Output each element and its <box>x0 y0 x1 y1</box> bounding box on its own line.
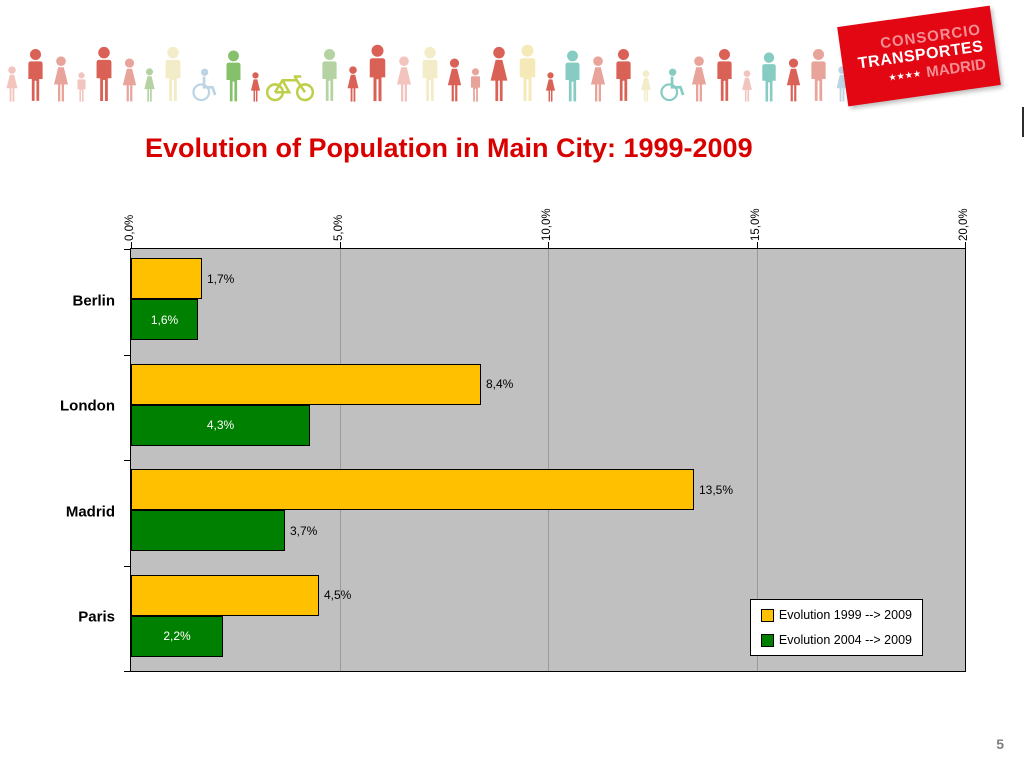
plot-area: Evolution 1999 --> 2009 Evolution 2004 -… <box>124 242 966 672</box>
bar-london-1999-2009 <box>131 363 481 405</box>
consorcio-transportes-madrid-logo: CONSORCIO TRANSPORTES ★★★★ MADRID <box>837 5 1001 107</box>
person-female-icon <box>639 70 653 102</box>
person-female-icon <box>249 72 262 102</box>
person-male-icon <box>713 48 736 102</box>
y-axis-tick <box>124 460 130 461</box>
person-female-icon <box>784 58 803 102</box>
person-female-icon <box>394 56 414 102</box>
bar-value-label: 4,5% <box>324 588 352 602</box>
bicycle-icon <box>266 72 314 102</box>
x-axis-tick-label: 15,0% <box>750 208 762 241</box>
category-label-madrid: Madrid <box>65 503 115 521</box>
person-female-icon <box>4 66 20 102</box>
legend-swatch-2004 <box>760 633 774 647</box>
x-axis-tick <box>131 242 132 248</box>
bar-value-label: 4,3% <box>206 418 235 432</box>
y-axis-tick <box>124 249 130 250</box>
bar-value-label: 1,6% <box>150 312 179 327</box>
legend-item-2004: Evolution 2004 --> 2009 <box>760 633 912 647</box>
person-male-icon <box>318 48 341 102</box>
person-female-icon <box>740 70 754 102</box>
x-axis-tick-label: 0,0% <box>124 214 136 241</box>
x-axis-tick <box>965 242 966 248</box>
person-male-icon <box>365 44 390 102</box>
person-male-icon <box>222 50 245 102</box>
wheelchair-icon <box>657 68 686 102</box>
y-axis-tick <box>124 566 130 567</box>
bar-london-2004-2009 <box>131 404 310 446</box>
bar-madrid-2004-2009 <box>131 510 285 551</box>
category-label-berlin: Berlin <box>72 292 115 310</box>
gridline <box>340 249 341 671</box>
bar-paris-2004-2009 <box>131 615 223 657</box>
person-female-icon <box>51 56 71 102</box>
bar-value-label: 2,2% <box>163 629 191 643</box>
y-axis-tick <box>124 355 130 356</box>
chart-legend: Evolution 1999 --> 2009 Evolution 2004 -… <box>749 599 923 656</box>
wheelchair-icon <box>189 68 218 102</box>
category-label-paris: Paris <box>78 608 115 626</box>
person-male-icon <box>612 48 635 102</box>
person-female-icon <box>689 56 709 102</box>
page-number: 5 <box>996 736 1004 752</box>
person-male-icon <box>92 46 116 102</box>
bar-value-label: 13,5% <box>699 482 734 497</box>
logo-stars-icon: ★★★★ <box>888 68 923 83</box>
person-male-icon <box>75 72 88 102</box>
bar-paris-1999-2009 <box>131 574 319 616</box>
bar-value-label: 8,4% <box>486 377 514 391</box>
slide-title: Evolution of Population in Main City: 19… <box>145 133 753 163</box>
legend-swatch-1999 <box>760 608 774 622</box>
legend-item-1999: Evolution 1999 --> 2009 <box>760 608 912 622</box>
x-axis-tick-label: 20,0% <box>958 208 970 241</box>
bar-berlin-2004-2009 <box>131 299 198 340</box>
person-female-icon <box>120 58 139 102</box>
person-female-icon <box>588 56 608 102</box>
x-axis-tick-label: 10,0% <box>541 208 553 241</box>
x-axis-tick <box>548 242 549 248</box>
gridline <box>757 249 758 671</box>
person-male-icon <box>758 52 780 102</box>
person-male-icon <box>561 50 584 102</box>
legend-label-2004: Evolution 2004 --> 2009 <box>778 633 912 647</box>
person-male-icon <box>161 46 185 102</box>
bar-madrid-1999-2009 <box>131 469 694 510</box>
x-axis-tick <box>340 242 341 248</box>
category-label-london: London <box>60 397 115 415</box>
person-male-icon <box>418 46 442 102</box>
person-female-icon <box>544 72 557 102</box>
person-female-icon <box>445 58 464 102</box>
gridline <box>548 249 549 671</box>
person-female-icon <box>487 46 511 102</box>
legend-label-1999: Evolution 1999 --> 2009 <box>778 608 912 622</box>
person-female-icon <box>142 68 157 102</box>
person-male-icon <box>468 68 483 102</box>
person-male-icon <box>807 48 830 102</box>
people-band <box>4 38 850 102</box>
x-axis-tick-label: 5,0% <box>333 214 345 241</box>
y-axis-tick <box>124 671 130 672</box>
bar-value-label: 1,7% <box>207 271 235 286</box>
slide-edge-mark <box>1022 107 1024 137</box>
person-male-icon <box>515 44 540 102</box>
x-axis-tick <box>757 242 758 248</box>
person-female-icon <box>345 66 361 102</box>
bar-value-label: 3,7% <box>290 523 318 538</box>
bar-berlin-1999-2009 <box>131 258 202 299</box>
person-male-icon <box>24 48 47 102</box>
